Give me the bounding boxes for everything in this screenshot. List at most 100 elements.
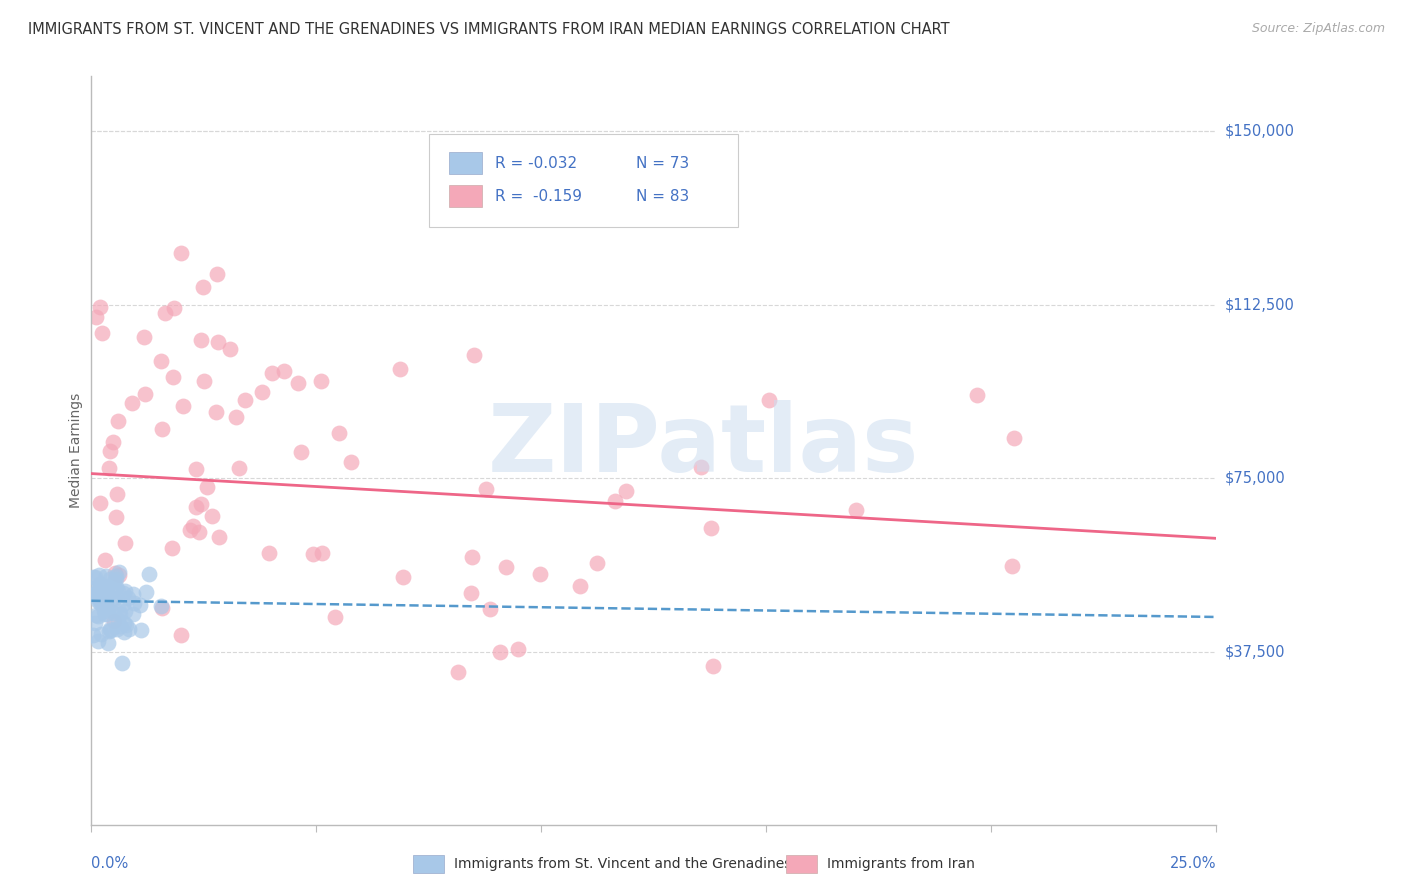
Point [103, 614, 125, 628]
Point [89, 596, 111, 610]
Point [115, 617, 138, 632]
Text: N = 83: N = 83 [636, 189, 689, 203]
Point [262, 366, 284, 380]
Point [690, 460, 713, 475]
Point [94, 607, 117, 622]
Point [107, 414, 129, 428]
Point [89, 496, 111, 510]
Point [105, 580, 128, 594]
Point [845, 503, 868, 517]
Point [96, 601, 118, 615]
Point [96, 607, 118, 621]
Point [87, 633, 110, 648]
Point [82, 628, 104, 642]
Point [98, 444, 121, 458]
Point [325, 610, 347, 624]
Point [250, 384, 273, 399]
Point [339, 455, 361, 469]
Point [184, 462, 207, 476]
Text: $112,500: $112,500 [1225, 297, 1295, 312]
Point [108, 567, 131, 582]
Point [508, 642, 530, 657]
Point [169, 628, 191, 642]
Point [614, 483, 637, 498]
Text: $37,500: $37,500 [1225, 644, 1285, 659]
Point [94, 568, 117, 582]
Point [87, 594, 110, 608]
Point [83, 570, 105, 584]
Point [108, 607, 131, 622]
Point [287, 376, 309, 390]
Point [117, 591, 139, 605]
Point [966, 388, 988, 402]
Point [84, 310, 107, 325]
Point [101, 434, 124, 449]
Point [89, 582, 111, 596]
Point [83, 582, 105, 596]
Point [460, 586, 482, 600]
Point [97, 636, 120, 650]
Point [155, 306, 177, 320]
Text: IMMIGRANTS FROM ST. VINCENT AND THE GRENADINES VS IMMIGRANTS FROM IRAN MEDIAN EA: IMMIGRANTS FROM ST. VINCENT AND THE GREN… [28, 22, 949, 37]
Point [103, 606, 125, 620]
Point [112, 624, 135, 639]
Point [461, 549, 484, 564]
Point [134, 330, 156, 344]
Text: $150,000: $150,000 [1225, 124, 1295, 139]
Point [111, 656, 134, 670]
Point [193, 374, 215, 388]
Point [107, 583, 129, 598]
Point [87, 567, 110, 582]
Point [82, 570, 104, 584]
Point [83, 589, 105, 603]
Point [108, 604, 131, 618]
Point [160, 541, 183, 556]
Point [134, 387, 156, 401]
Point [114, 535, 136, 549]
Point [187, 524, 209, 539]
Point [309, 374, 332, 388]
Point [122, 596, 145, 610]
Point [107, 613, 129, 627]
Point [98, 460, 121, 475]
Text: Immigrants from St. Vincent and the Grenadines: Immigrants from St. Vincent and the Gren… [454, 857, 792, 871]
Text: R = -0.032: R = -0.032 [495, 156, 576, 170]
Point [105, 510, 128, 524]
Text: ZIPatlas: ZIPatlas [488, 400, 918, 492]
Point [605, 494, 627, 508]
Point [96, 587, 118, 601]
Point [758, 392, 780, 407]
Point [111, 598, 134, 612]
Point [94, 553, 117, 567]
Point [233, 393, 256, 408]
Point [301, 547, 323, 561]
Point [150, 422, 173, 436]
Point [89, 576, 111, 591]
Point [91, 326, 114, 341]
Text: 0.0%: 0.0% [91, 855, 128, 871]
Text: Source: ZipAtlas.com: Source: ZipAtlas.com [1251, 22, 1385, 36]
Point [121, 607, 143, 621]
Point [97, 624, 120, 638]
Point [585, 556, 607, 570]
Point [103, 574, 125, 589]
Point [150, 354, 173, 368]
Point [112, 615, 135, 630]
Point [447, 665, 470, 679]
Point [150, 601, 173, 615]
Point [190, 333, 212, 347]
Point [93, 604, 115, 618]
Point [489, 645, 512, 659]
Point [93, 591, 115, 605]
Point [83, 586, 105, 600]
Point [87, 583, 110, 598]
Point [218, 342, 240, 356]
Text: R =  -0.159: R = -0.159 [495, 189, 582, 203]
Point [135, 585, 157, 599]
Point [163, 301, 186, 315]
Point [94, 582, 117, 597]
Point [228, 461, 250, 475]
Point [104, 566, 127, 580]
Point [190, 497, 212, 511]
Text: N = 73: N = 73 [636, 156, 689, 170]
